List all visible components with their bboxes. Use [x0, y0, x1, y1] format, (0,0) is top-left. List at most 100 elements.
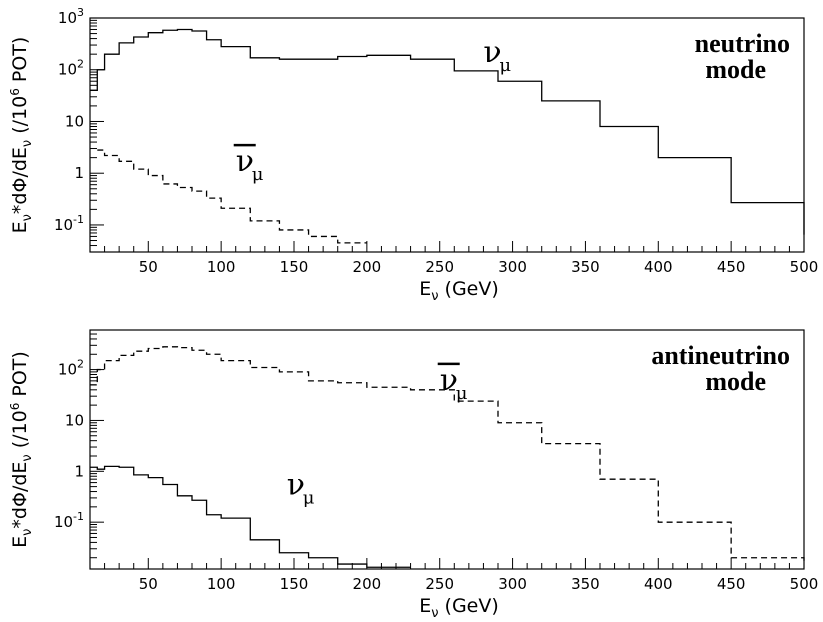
series-line — [97, 149, 367, 244]
series-label-nu: ν — [287, 467, 305, 502]
y-tick-exponent: -1 — [73, 213, 84, 226]
x-tick-label: 50 — [139, 575, 158, 593]
series-dashed: νμ — [90, 346, 805, 565]
y-axis-label-part: (/10 — [9, 410, 31, 454]
y-axis-label-part: *dΦ/dE — [9, 462, 31, 529]
y-axis-label: Eν*dΦ/dEν (/106 POT) — [8, 37, 35, 234]
x-tick-label: 150 — [280, 575, 309, 593]
plot-frame — [89, 329, 805, 570]
y-axis-label-part: ν — [20, 454, 35, 461]
y-tick-base: 1 — [74, 462, 84, 480]
series-line — [90, 465, 411, 568]
y-axis-label-part: ν — [20, 529, 35, 536]
x-tick-label: 200 — [353, 575, 382, 593]
series-label-mu: μ — [456, 383, 468, 404]
x-tick-label: 300 — [498, 258, 527, 276]
series-label-mu: μ — [252, 164, 264, 185]
y-axis-label-part: ν — [20, 140, 35, 147]
y-tick-exponent: 3 — [77, 6, 84, 19]
series-solid: νμ — [90, 28, 805, 235]
series-solid: νμ — [90, 465, 411, 568]
panel-mode-label: antineutrino — [651, 341, 790, 370]
x-axis-label-sub: ν — [431, 606, 438, 621]
y-axis-label-part: 6 — [8, 88, 22, 96]
y-tick-base: 10 — [58, 61, 77, 79]
x-tick-label: 250 — [425, 258, 454, 276]
y-tick-label: 1 — [74, 462, 84, 480]
y-tick-exponent: 2 — [77, 358, 84, 371]
y-tick-base: 10 — [54, 216, 73, 234]
series-line — [90, 28, 805, 235]
y-tick-label: 10-1 — [54, 213, 84, 234]
y-axis-label-part: ν — [20, 214, 35, 221]
x-axis-label-unit: (GeV) — [439, 595, 499, 617]
series-label: νμ — [483, 35, 511, 76]
x-axis-label-main: E — [419, 278, 431, 300]
y-axis-label-part: POT) — [9, 351, 31, 402]
x-tick-label: 450 — [717, 258, 746, 276]
y-axis-label-part: E — [9, 221, 31, 233]
x-tick-label: 400 — [644, 575, 673, 593]
y-tick-exponent: -1 — [73, 510, 84, 523]
series-label-mu: μ — [499, 55, 511, 76]
x-tick-label: 500 — [790, 258, 819, 276]
x-tick-label: 350 — [571, 258, 600, 276]
series-label-mu: μ — [303, 487, 315, 508]
x-tick-label: 200 — [353, 258, 382, 276]
y-axis-label: Eν*dΦ/dEν (/106 POT) — [8, 351, 35, 548]
x-axis: 50 100 150 200 250 300 350 400 450 500 — [89, 558, 819, 593]
neutrino-mode-panel: 50 100 150 200 250 300 350 400 450 50010310210110… — [8, 6, 818, 304]
series-label-nu: ν — [483, 35, 501, 70]
x-axis-label: Eν (GeV) — [419, 595, 499, 621]
y-tick-label: 102 — [58, 358, 84, 379]
x-axis: 50 100 150 200 250 300 350 400 450 500 — [89, 241, 819, 276]
y-tick-label: 1 — [74, 164, 84, 182]
panel-mode-label: neutrino — [695, 29, 790, 58]
series-dashed: νμ — [97, 143, 367, 244]
y-axis-label-part: (/10 — [9, 96, 31, 140]
panel-mode-label-2: mode — [705, 367, 766, 396]
y-tick-base: 1 — [74, 164, 84, 182]
y-axis-label-part: POT) — [9, 37, 31, 88]
plot-frame — [89, 17, 805, 253]
x-tick-label: 250 — [425, 575, 454, 593]
x-tick-label: 350 — [571, 575, 600, 593]
y-tick-label: 10 — [65, 411, 84, 429]
series-label: νμ — [437, 362, 468, 404]
series-label-nu: ν — [440, 363, 458, 398]
x-axis-label-unit: (GeV) — [439, 278, 499, 300]
x-tick-label: 400 — [644, 258, 673, 276]
y-tick-label: 10-1 — [54, 510, 84, 531]
x-axis-label: Eν (GeV) — [419, 278, 499, 304]
y-tick-base: 10 — [65, 411, 84, 429]
x-axis-label-sub: ν — [431, 289, 438, 304]
x-axis-label-main: E — [419, 595, 431, 617]
y-tick-base: 10 — [65, 112, 84, 130]
antineutrino-mode-panel: 50 100 150 200 250 300 350 400 450 50010210110-1E… — [8, 329, 819, 621]
y-tick-base: 10 — [58, 361, 77, 379]
y-tick-label: 102 — [58, 58, 84, 79]
y-axis-label-part: *dΦ/dE — [9, 147, 31, 214]
y-axis-label-part: E — [9, 536, 31, 548]
x-tick-label: 150 — [280, 258, 309, 276]
panel-mode-label-2: mode — [705, 55, 766, 84]
series-label: νμ — [233, 143, 264, 185]
x-tick-label: 100 — [207, 575, 236, 593]
series-line — [90, 346, 805, 565]
x-tick-label: 500 — [790, 575, 819, 593]
series-label: νμ — [287, 467, 315, 508]
x-tick-label: 450 — [717, 575, 746, 593]
x-tick-label: 100 — [207, 258, 236, 276]
series-label-nu: ν — [236, 144, 254, 179]
x-tick-label: 300 — [498, 575, 527, 593]
y-tick-exponent: 2 — [77, 58, 84, 71]
y-tick-base: 10 — [54, 513, 73, 531]
y-tick-label: 10 — [65, 112, 84, 130]
y-tick-label: 103 — [58, 6, 84, 27]
x-tick-label: 50 — [139, 258, 158, 276]
y-axis-label-part: 6 — [8, 403, 22, 411]
y-tick-base: 10 — [58, 9, 77, 27]
